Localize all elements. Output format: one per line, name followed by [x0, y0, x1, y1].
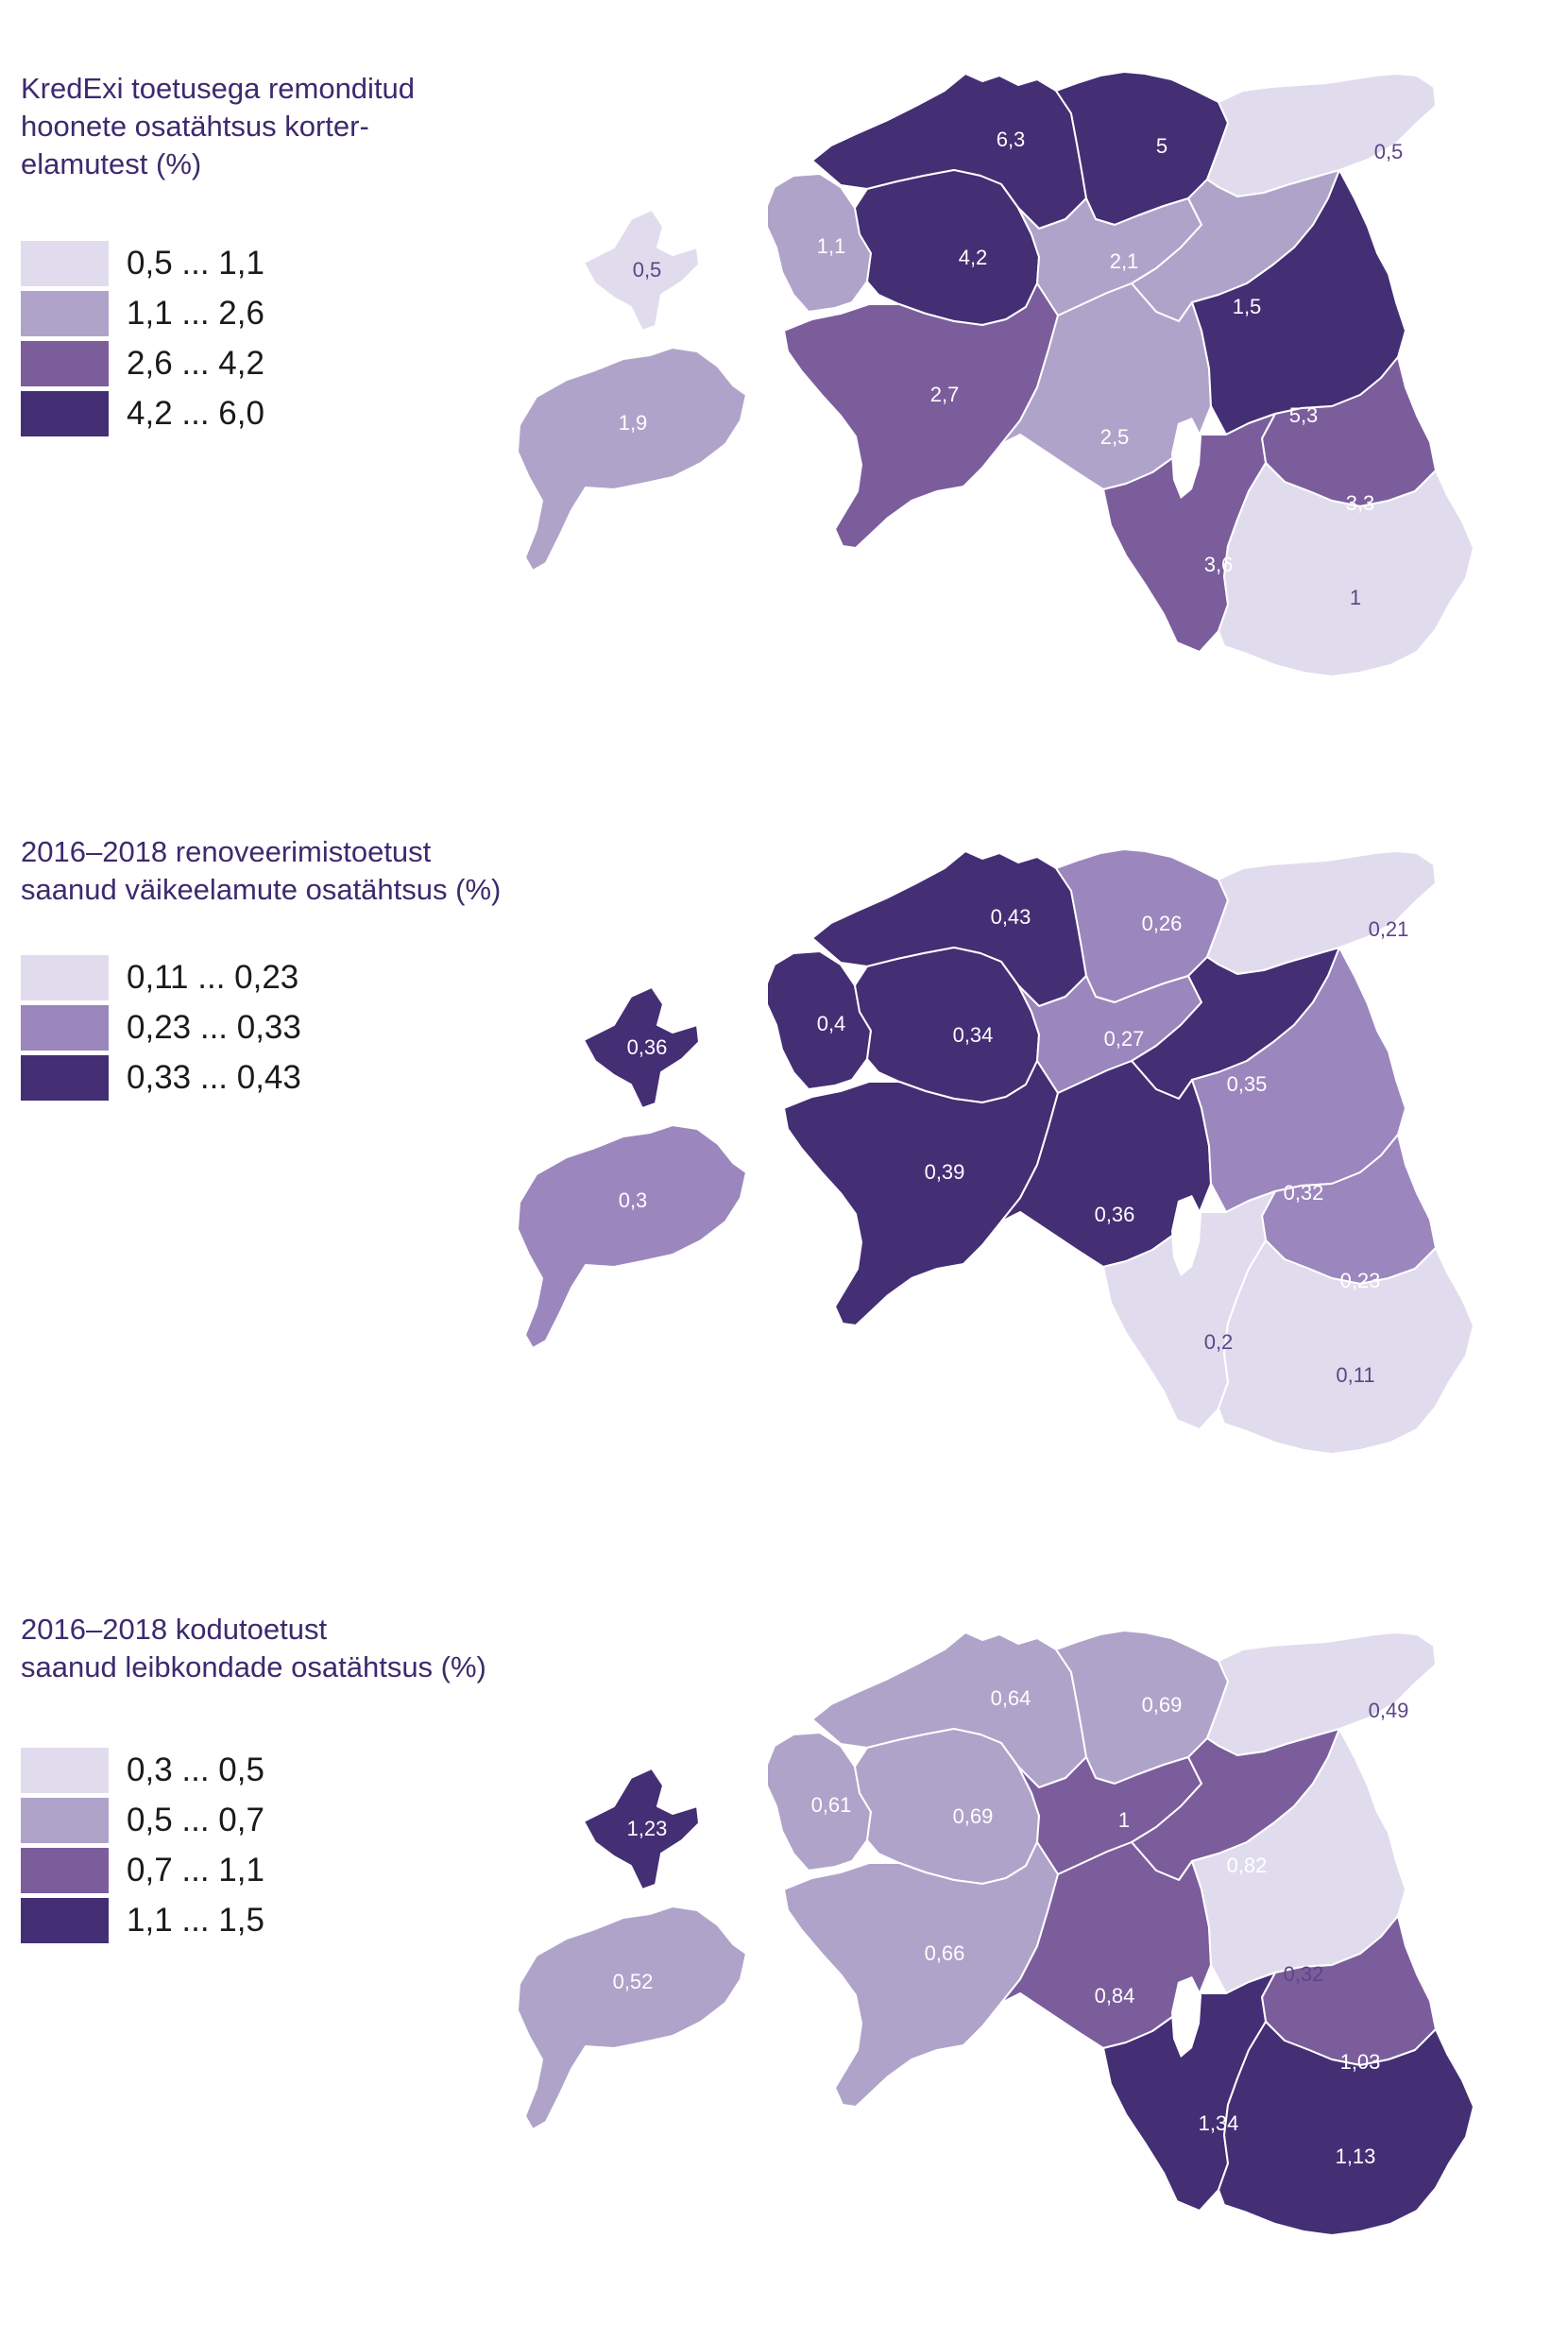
region-value-label: 2,7	[930, 383, 960, 406]
title-line: 2016–2018 kodutoetust	[21, 1613, 328, 1646]
region-value-label: 0,21	[1369, 917, 1409, 941]
county-läänemaa	[766, 173, 872, 313]
region-value-label: 0,4	[817, 1012, 846, 1035]
region-value-label: 0,52	[613, 1970, 654, 1993]
county-pärnumaa	[783, 1841, 1059, 2108]
estonia-map: 0,5 1,9 1,1 6,3 4,2 5 2,1 0,5 1,5 2,7 2,5 5,3 3,3 3,6…	[517, 71, 1474, 677]
region-value-label: 5,3	[1289, 403, 1319, 427]
title-line: 2016–2018 renoveerimistoetust	[21, 835, 432, 868]
region-value-label: 3,6	[1204, 553, 1234, 576]
county-pärnumaa	[783, 1060, 1059, 1326]
region-value-label: 1,5	[1233, 295, 1262, 318]
region-value-label: 1	[1118, 1808, 1130, 1832]
legend-swatch	[21, 391, 109, 436]
map-title: 2016–2018 renoveerimistoetust saanud väi…	[21, 833, 501, 909]
legend-swatch	[21, 341, 109, 386]
region-value-label: 1,23	[627, 1817, 668, 1840]
county-hiiumaa	[583, 209, 700, 332]
county-hiiumaa	[583, 1768, 700, 1890]
lake-vortsjarv	[1171, 418, 1202, 499]
legend-swatch	[21, 1748, 109, 1793]
title-line: KredExi toetusega remonditud	[21, 72, 416, 105]
legend-label: 0,5 ... 0,7	[127, 1802, 264, 1838]
legend-label: 0,5 ... 1,1	[127, 245, 264, 282]
region-value-label: 0,43	[991, 905, 1031, 929]
region-value-label: 1	[1350, 586, 1361, 609]
county-võrumaa	[1218, 1239, 1474, 1455]
legend-swatch	[21, 955, 109, 1000]
legend-label: 0,3 ... 0,5	[127, 1751, 264, 1788]
region-value-label: 0,49	[1369, 1699, 1409, 1722]
legend-label: 2,6 ... 4,2	[127, 345, 264, 382]
county-võrumaa	[1218, 2021, 1474, 2236]
county-pärnumaa	[783, 282, 1059, 549]
region-value-label: 1,34	[1199, 2111, 1239, 2135]
legend-label: 0,7 ... 1,1	[127, 1852, 264, 1888]
map-title: 2016–2018 kodutoetust saanud leibkondade…	[21, 1611, 486, 1686]
region-value-label: 0,34	[953, 1023, 994, 1047]
legend-swatch	[21, 1005, 109, 1051]
legend-swatch	[21, 241, 109, 286]
legend-label: 1,1 ... 2,6	[127, 295, 264, 332]
region-value-label: 0,84	[1095, 1984, 1135, 2008]
county-läänemaa	[766, 950, 872, 1090]
lake-vortsjarv	[1171, 1195, 1202, 1276]
region-value-label: 0,39	[925, 1160, 965, 1184]
legend-label: 0,11 ... 0,23	[127, 959, 299, 996]
region-value-label: 1,13	[1336, 2144, 1376, 2168]
county-saaremaa	[517, 1124, 747, 1349]
estonia-map: 1,23 0,52 0,61 0,64 0,69 0,69 1 0,49 0,82 0,66 0,8…	[517, 1630, 1474, 2236]
region-value-label: 0,26	[1142, 912, 1183, 935]
region-value-label: 0,27	[1104, 1027, 1145, 1051]
title-line: hoonete osatähtsus korter-	[21, 110, 369, 143]
region-value-label: 0,64	[991, 1686, 1031, 1710]
lake-vortsjarv	[1171, 1976, 1202, 2058]
region-value-label: 0,69	[953, 1804, 994, 1828]
region-value-label: 0,5	[1374, 140, 1404, 163]
county-saaremaa	[517, 347, 747, 572]
legend-swatch	[21, 1055, 109, 1101]
legend-swatch	[21, 291, 109, 336]
title-line: saanud leibkondade osatähtsus (%)	[21, 1650, 486, 1683]
region-value-label: 3,3	[1346, 491, 1375, 515]
county-võrumaa	[1218, 462, 1474, 677]
region-value-label: 0,66	[925, 1941, 965, 1965]
estonia-map: 0,36 0,3 0,4 0,43 0,34 0,26 0,27 0,21 0,35 0,39 0,…	[517, 848, 1474, 1455]
legend-label: 0,33 ... 0,43	[127, 1059, 301, 1096]
region-value-label: 6,3	[997, 128, 1026, 151]
region-value-label: 2,1	[1110, 249, 1139, 273]
region-value-label: 0,5	[633, 258, 662, 282]
region-value-label: 0,82	[1227, 1854, 1268, 1877]
county-läänemaa	[766, 1732, 872, 1871]
legend-swatch	[21, 1898, 109, 1943]
region-value-label: 4,2	[959, 246, 988, 269]
legend-label: 4,2 ... 6,0	[127, 395, 264, 432]
title-line: saanud väikeelamute osatähtsus (%)	[21, 873, 502, 906]
region-value-label: 0,23	[1340, 1269, 1381, 1292]
region-value-label: 0,2	[1204, 1330, 1234, 1354]
region-value-label: 1,9	[619, 411, 648, 435]
region-value-label: 2,5	[1100, 425, 1130, 449]
map-title: KredExi toetusega remonditud hoonete osa…	[21, 70, 415, 183]
region-value-label: 0,61	[811, 1793, 852, 1817]
county-hiiumaa	[583, 986, 700, 1109]
region-value-label: 0,3	[619, 1188, 648, 1212]
region-value-label: 0,69	[1142, 1693, 1183, 1717]
legend-swatch	[21, 1798, 109, 1843]
region-value-label: 0,32	[1284, 1962, 1324, 1986]
title-line: elamutest (%)	[21, 147, 202, 180]
region-value-label: 0,35	[1227, 1072, 1268, 1096]
legend-label: 0,23 ... 0,33	[127, 1009, 301, 1046]
region-value-label: 1,03	[1340, 2050, 1381, 2074]
region-value-label: 0,36	[627, 1035, 668, 1059]
region-value-label: 5	[1156, 134, 1167, 158]
region-value-label: 1,1	[817, 234, 846, 258]
legend-label: 1,1 ... 1,5	[127, 1902, 264, 1939]
county-saaremaa	[517, 1905, 747, 2130]
legend-swatch	[21, 1848, 109, 1893]
region-value-label: 0,32	[1284, 1181, 1324, 1205]
region-value-label: 0,36	[1095, 1203, 1135, 1226]
region-value-label: 0,11	[1336, 1363, 1374, 1387]
